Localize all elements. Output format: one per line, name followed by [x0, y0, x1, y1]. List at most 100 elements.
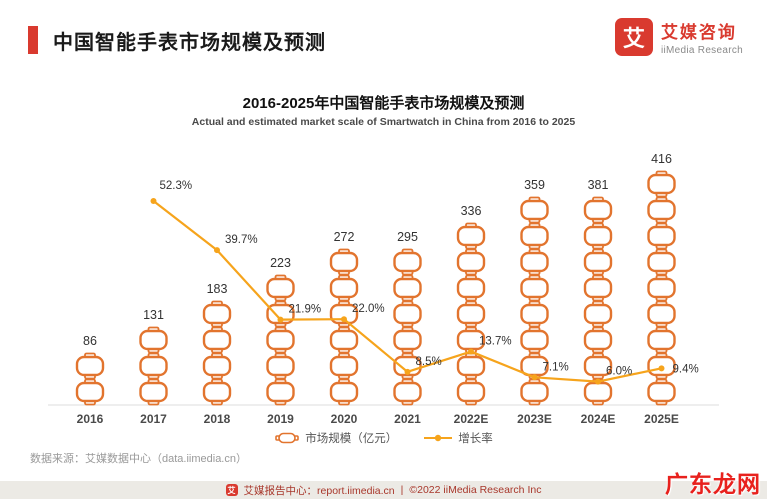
growth-rate-point — [150, 198, 157, 205]
legend-item-growth: 增长率 — [423, 430, 493, 446]
growth-rate-point — [214, 247, 220, 254]
watch-body-icon — [520, 199, 549, 221]
watch-body-icon — [329, 251, 359, 273]
watch-body-icon — [266, 329, 295, 351]
watch-body-icon — [456, 277, 486, 299]
x-axis-label: 2025E — [644, 412, 679, 426]
watch-body-icon — [329, 329, 359, 351]
watch-body-icon — [456, 225, 486, 247]
bar-2019: 223 2019 — [266, 256, 295, 426]
x-axis-label: 2023E — [517, 412, 552, 426]
data-source-note: 数据来源：艾媒数据中心（data.iimedia.cn） — [30, 453, 247, 465]
brand-logo: 艾 艾媒咨询 iiMedia Research — [614, 18, 743, 56]
chart-subtitle: Actual and estimated market scale of Sma… — [191, 116, 576, 128]
watch-body-icon — [456, 303, 486, 325]
bar-2022E: 336 2022E — [454, 204, 489, 426]
watch-body-icon — [647, 173, 676, 195]
watch-body-icon — [583, 277, 613, 299]
watch-body-icon — [647, 329, 676, 351]
watch-body-icon — [202, 303, 232, 325]
watch-body-icon — [520, 251, 549, 273]
footer-bar: 艾 艾媒报告中心：report.iimedia.cn | ©2022 iiMed… — [0, 481, 767, 499]
watch-body-icon — [202, 355, 232, 377]
brand-name-cn: 艾媒咨询 — [660, 23, 737, 42]
watch-body-icon — [393, 303, 422, 325]
bar-value-label: 416 — [651, 152, 672, 166]
watch-body-icon — [139, 381, 168, 403]
bar-2023E: 359 2023E — [517, 178, 552, 426]
legend-item-market: 市场规模（亿元） — [274, 430, 397, 446]
growth-line-icon — [424, 434, 453, 442]
bar-value-label: 336 — [461, 204, 482, 218]
bar-2018: 183 2018 — [202, 282, 232, 426]
bar-2020: 272 2020 — [329, 230, 359, 426]
watch-body-icon — [520, 225, 549, 247]
watch-body-icon — [393, 329, 422, 351]
report-header: 中国智能手表市场规模及预测 艾 艾媒咨询 iiMedia Research — [28, 18, 743, 62]
watch-body-icon — [647, 381, 676, 403]
watch-body-icon — [583, 251, 613, 273]
growth-rate-label: 6.0% — [606, 366, 632, 378]
footer-report-center: 艾媒报告中心：report.iimedia.cn — [243, 484, 395, 497]
growth-rate-point — [404, 368, 411, 375]
brand-name-en: iiMedia Research — [660, 45, 743, 56]
bar-2017: 131 2017 — [139, 308, 168, 426]
bar-value-label: 295 — [397, 230, 418, 244]
x-axis-label: 2016 — [77, 412, 104, 426]
watermark-text: 广东龙网 — [665, 471, 761, 497]
bar-value-label: 223 — [270, 256, 291, 270]
growth-rate-point — [531, 374, 538, 381]
watch-body-icon — [266, 277, 295, 299]
brand-text: 艾媒咨询 iiMedia Research — [661, 18, 743, 56]
watch-body-icon — [583, 381, 613, 403]
x-axis-label: 2019 — [267, 412, 294, 426]
iimedia-logo-icon: 艾 — [614, 18, 653, 56]
logo-glyph: 艾 — [622, 26, 645, 51]
bar-2025E: 416 2025E — [644, 152, 679, 426]
growth-rate-label: 52.3% — [160, 180, 193, 192]
watch-body-icon — [393, 251, 422, 273]
watch-body-icon — [647, 199, 676, 221]
page-title: 中国智能手表市场规模及预测 — [53, 31, 326, 54]
chart-canvas: 86 2016 131 2017 183 2018 223 2019 272 2020 295 202… — [48, 152, 719, 426]
x-axis-label: 2018 — [204, 412, 231, 426]
watch-body-icon — [520, 381, 549, 403]
x-axis-label: 2022E — [454, 412, 489, 426]
legend-label-growth: 增长率 — [458, 433, 493, 445]
growth-rate-point — [468, 348, 474, 355]
watch-body-icon — [647, 225, 676, 247]
watch-body-icon — [329, 355, 359, 377]
title-accent-bar — [28, 26, 38, 54]
watch-body-icon — [329, 277, 359, 299]
watch-body-icon — [329, 381, 359, 403]
watch-body-icon — [266, 381, 295, 403]
watch-body-icon — [393, 277, 422, 299]
growth-rate-label: 22.0% — [352, 303, 385, 315]
watch-body-icon — [75, 381, 105, 403]
growth-rate-point — [658, 365, 665, 372]
watch-body-icon — [456, 251, 486, 273]
bar-2021: 295 2021 — [393, 230, 422, 426]
watch-body-icon — [520, 329, 549, 351]
legend-label-market: 市场规模（亿元） — [305, 433, 398, 445]
footer-copyright: ©2022 iiMedia Research Inc — [409, 484, 542, 496]
growth-rate-label: 9.4% — [673, 363, 699, 375]
watch-body-icon — [583, 329, 613, 351]
watch-body-icon — [583, 303, 613, 325]
watch-body-icon — [139, 355, 168, 377]
watch-icon — [275, 432, 300, 444]
watch-body-icon — [583, 225, 613, 247]
growth-rate-point — [595, 378, 601, 385]
growth-rate-label: 8.5% — [416, 356, 442, 368]
chart-title: 2016-2025年中国智能手表市场规模及预测 — [242, 95, 525, 112]
growth-rate-label: 21.9% — [289, 304, 322, 316]
x-axis-label: 2020 — [331, 412, 358, 426]
watch-body-icon — [202, 381, 232, 403]
watch-body-icon — [75, 355, 105, 377]
watch-body-icon — [583, 199, 613, 221]
bar-value-label: 272 — [334, 230, 355, 244]
watch-body-icon — [139, 329, 168, 351]
watch-body-icon — [583, 355, 613, 377]
bar-value-label: 183 — [207, 282, 228, 296]
